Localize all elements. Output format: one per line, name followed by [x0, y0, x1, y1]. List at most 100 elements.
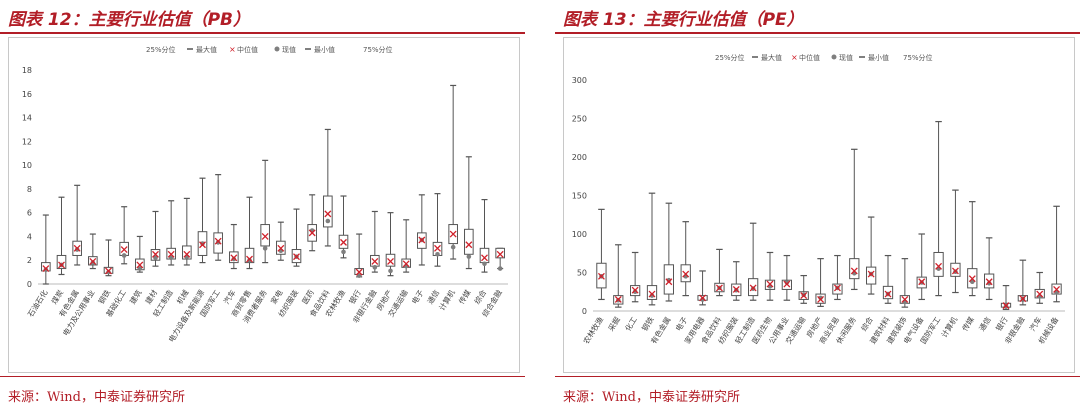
median-marker — [699, 294, 707, 302]
median-marker — [1019, 295, 1027, 303]
median-marker — [1002, 302, 1010, 310]
box-item — [646, 192, 658, 306]
median-marker — [183, 250, 191, 258]
category-label: 电子 — [673, 314, 690, 332]
y-tick-label: 250 — [572, 115, 587, 124]
median-marker — [1036, 290, 1044, 298]
box-item — [119, 206, 129, 265]
median-marker — [665, 278, 673, 286]
box-item — [731, 261, 742, 301]
chart-frame — [563, 37, 1075, 373]
current-value-dot — [137, 266, 143, 271]
median-marker — [631, 286, 639, 294]
iqr-box — [56, 254, 67, 270]
box-item — [832, 254, 843, 301]
current-value-dot — [435, 251, 440, 257]
box-item — [150, 210, 161, 267]
box-item — [630, 251, 641, 303]
current-value-dot — [262, 246, 268, 251]
median-marker — [418, 236, 426, 244]
box-item — [596, 208, 607, 301]
box-item — [798, 274, 809, 304]
median-marker — [340, 238, 347, 246]
median-marker — [867, 270, 875, 278]
category-label: 采掘 — [606, 315, 622, 333]
current-value-dot — [231, 256, 237, 262]
median-marker — [968, 275, 976, 283]
figure-title: 图表 12：主要行业估值（PB） — [8, 10, 250, 30]
median-marker — [985, 278, 993, 286]
median-marker — [152, 250, 159, 258]
box-item — [417, 194, 427, 266]
median-marker — [261, 232, 269, 240]
y-tick-label: 0 — [27, 280, 32, 289]
category-label: 建筑 — [127, 287, 144, 305]
y-tick-label: 300 — [572, 76, 587, 85]
median-marker — [935, 262, 943, 270]
legend-current: 现值 — [282, 45, 296, 54]
box-item — [166, 200, 176, 266]
y-tick-label: 6 — [27, 209, 32, 218]
box-item — [56, 196, 67, 276]
median-marker — [800, 292, 808, 300]
category-label: 石油石化 — [25, 287, 50, 318]
box-item — [213, 174, 223, 261]
legend-current: 现值 — [839, 53, 853, 62]
box-item — [135, 235, 145, 273]
box-item — [479, 198, 490, 273]
median-marker — [355, 268, 363, 276]
box-item — [1000, 284, 1012, 311]
legend-min: 最小值 — [868, 53, 889, 62]
legend-current-marker — [831, 54, 837, 60]
median-marker — [682, 270, 690, 278]
box-item — [370, 210, 380, 273]
median-marker — [951, 267, 959, 275]
box-item — [933, 120, 944, 297]
current-value-dot — [90, 260, 96, 265]
y-tick-label: 8 — [27, 185, 32, 194]
median-marker — [465, 241, 473, 249]
category-label: 计算机 — [939, 314, 960, 339]
median-marker — [833, 284, 841, 292]
median-marker — [89, 257, 97, 265]
box-item — [448, 84, 458, 260]
box-item — [244, 196, 255, 270]
median-marker — [167, 250, 175, 258]
box-item — [899, 258, 910, 308]
title-divider — [0, 32, 525, 34]
box-item — [197, 177, 208, 264]
current-value-dot — [356, 273, 362, 278]
box-item — [815, 258, 826, 307]
y-tick-label: 50 — [577, 269, 587, 278]
box-item — [916, 233, 927, 301]
box-item — [849, 148, 860, 291]
box-item — [432, 193, 443, 267]
y-tick-label: 4 — [27, 232, 32, 241]
current-value-dot — [372, 265, 378, 270]
category-label: 通信 — [976, 314, 993, 332]
current-value-dot — [121, 253, 127, 258]
y-tick-label: 150 — [572, 192, 587, 201]
current-value-dot — [482, 261, 487, 267]
pe-box-chart: 25%分位 最大值 × 中位值 现值 最小值 75%分位 0 50 100 150 20… — [572, 53, 1065, 346]
current-value-dot — [388, 268, 393, 274]
iqr-box — [849, 258, 860, 280]
box-item — [229, 223, 239, 270]
box-item — [1017, 259, 1028, 306]
figure-source: 来源：Wind，中泰证券研究所 — [563, 390, 740, 405]
median-marker — [817, 295, 825, 303]
pb-figure-panel: 图表 12：主要行业估值（PB） 25%分位 最大值 × 中位值 现值 最小值 … — [0, 0, 525, 412]
box-item — [697, 270, 708, 306]
y-tick-label: 200 — [572, 153, 587, 162]
legend-q75: 75%分位 — [903, 53, 933, 62]
box-item — [338, 195, 349, 259]
median-marker — [449, 230, 457, 238]
current-value-dot — [450, 244, 456, 250]
pe-figure-panel: 图表 13：主要行业估值（PE） 25%分位 最大值 × 中位值 现值 最小值 … — [555, 0, 1080, 412]
box-item — [401, 219, 411, 273]
legend-median: 中位值 — [237, 45, 258, 54]
iqr-box — [385, 253, 396, 267]
legend-q25: 25%分位 — [146, 45, 176, 54]
